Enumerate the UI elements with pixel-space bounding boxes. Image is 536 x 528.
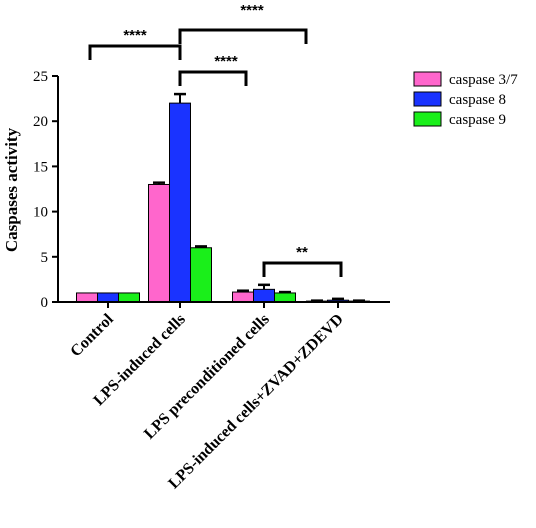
bar (97, 292, 119, 303)
y-tick-label: 0 (41, 295, 49, 311)
y-tick-label: 25 (33, 69, 48, 85)
significance-layer: ************** (88, 2, 343, 277)
bar (169, 102, 191, 303)
bar (148, 183, 170, 303)
significance-label: ** (296, 244, 308, 261)
bar (274, 292, 296, 303)
significance-bracket (262, 261, 343, 277)
y-tick-label: 10 (33, 205, 48, 221)
significance-bracket (88, 44, 182, 60)
bar (76, 292, 98, 303)
significance-label: **** (240, 2, 264, 19)
significance-label: **** (123, 27, 147, 44)
legend-label: caspase 8 (449, 92, 506, 108)
bar (232, 291, 254, 303)
legend-swatch (413, 91, 442, 107)
y-axis-label: Caspases activity (2, 127, 21, 252)
legend-swatch (413, 71, 442, 87)
x-tick-label: Control (67, 310, 117, 360)
legend-label: caspase 3/7 (449, 72, 518, 88)
y-tick-label: 20 (33, 114, 48, 130)
bar (118, 292, 140, 303)
significance-bracket (178, 28, 308, 44)
bar (253, 288, 275, 303)
bar (190, 247, 212, 303)
legend-label: caspase 9 (449, 112, 506, 128)
legend: caspase 3/7 caspase 8 caspase 9 (413, 71, 518, 128)
legend-swatch (413, 111, 442, 127)
significance-bracket (178, 70, 248, 86)
significance-label: **** (214, 53, 238, 70)
y-tick-label: 15 (33, 159, 48, 175)
y-tick-label: 5 (41, 250, 49, 266)
